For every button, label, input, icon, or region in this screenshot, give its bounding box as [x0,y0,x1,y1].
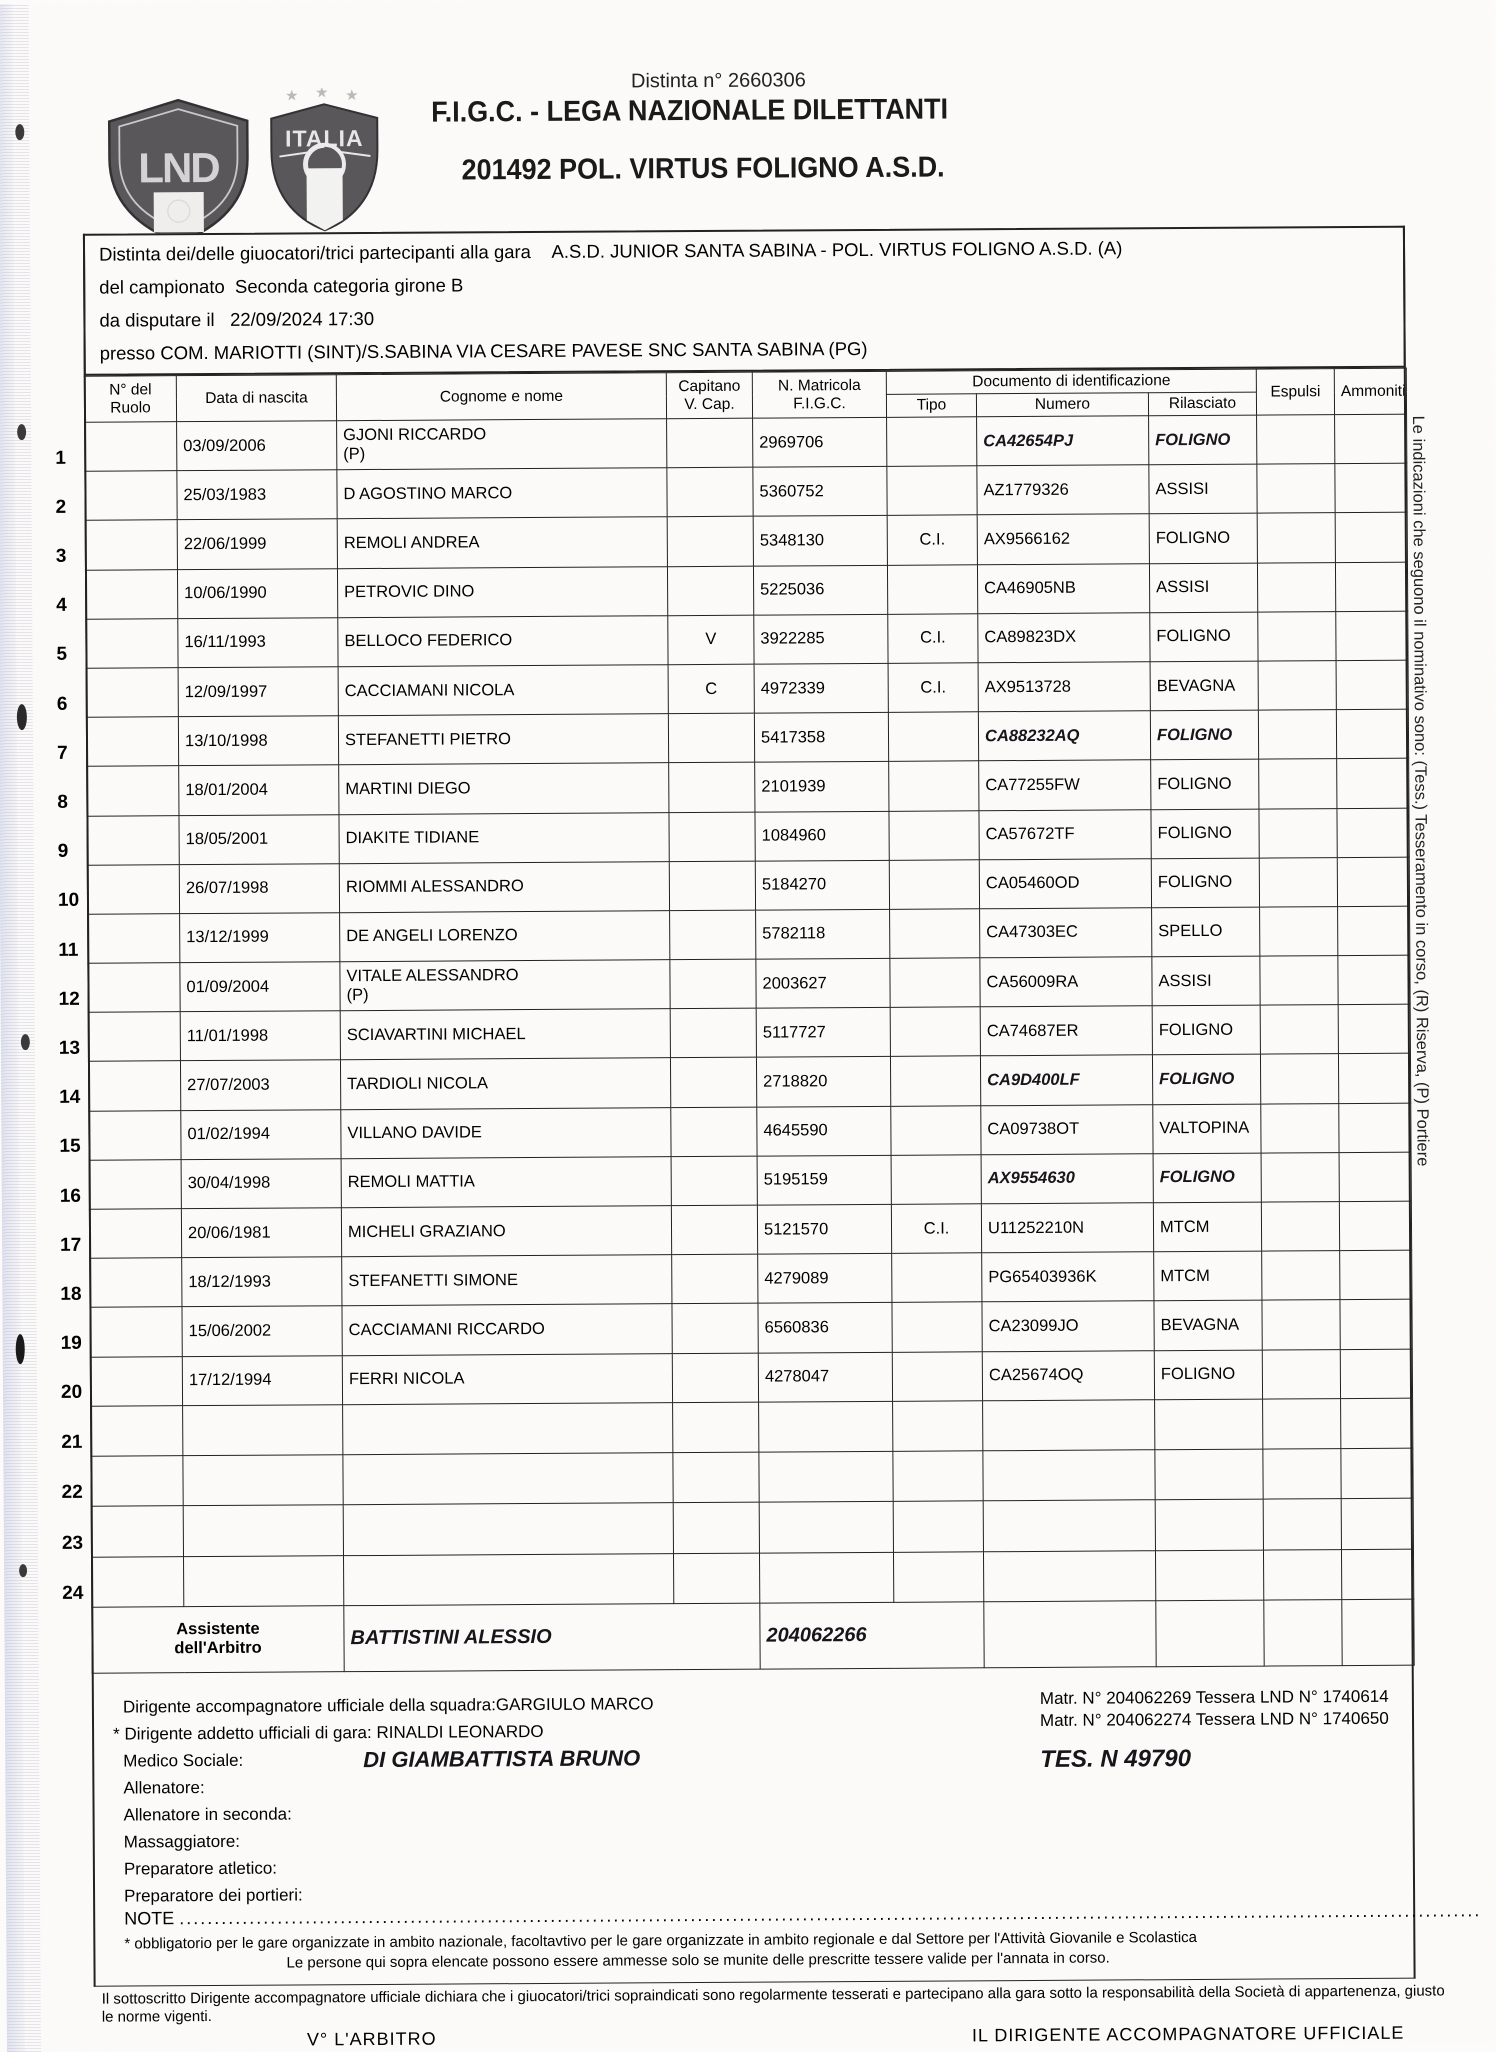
svg-text:LND: LND [138,144,219,191]
svg-text:★: ★ [345,88,359,104]
svg-text:★: ★ [285,88,299,105]
svg-text:★: ★ [315,88,329,101]
